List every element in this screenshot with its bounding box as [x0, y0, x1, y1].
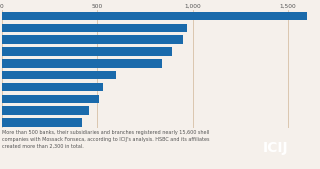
Bar: [2, 106, 90, 115]
Bar: [2, 95, 99, 103]
Bar: [2, 118, 82, 127]
Bar: [2, 83, 103, 91]
Bar: [2, 12, 307, 20]
Text: ICIJ: ICIJ: [262, 141, 288, 155]
Bar: [2, 59, 162, 68]
Bar: [2, 24, 187, 32]
Bar: [2, 35, 183, 44]
Bar: [2, 47, 172, 56]
Bar: [2, 71, 116, 79]
Text: More than 500 banks, their subsidiaries and branches registered nearly 15,600 sh: More than 500 banks, their subsidiaries …: [2, 130, 209, 149]
